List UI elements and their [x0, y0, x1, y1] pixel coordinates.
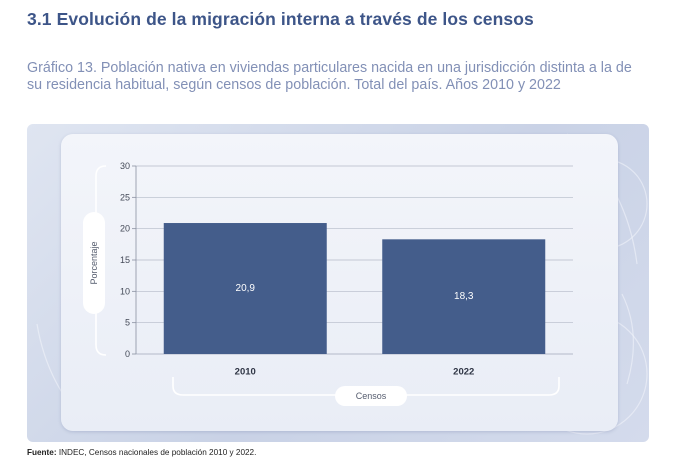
- source-text: INDEC, Censos nacionales de población 20…: [56, 448, 257, 457]
- y-tick-label: 25: [120, 192, 130, 202]
- source-note: Fuente: INDEC, Censos nacionales de pobl…: [27, 448, 256, 457]
- y-tick-label: 5: [125, 318, 130, 328]
- bar: [163, 223, 327, 354]
- data-label: 18,3: [454, 291, 474, 302]
- y-axis-bracket: Porcentaje: [83, 165, 107, 356]
- bar: [382, 239, 546, 354]
- y-tick-label: 10: [120, 286, 130, 296]
- y-axis-label: Porcentaje: [89, 241, 99, 284]
- y-tick-label: 15: [120, 255, 130, 265]
- y-tick-label: 0: [125, 349, 130, 359]
- x-axis-label: Censos: [356, 391, 387, 401]
- x-tick-labels: 2010 2022: [235, 367, 475, 378]
- section-title: 3.1 Evolución de la migración interna a …: [27, 9, 534, 29]
- graph-title: Gráfico 13. Población nativa en vivienda…: [27, 60, 632, 93]
- y-tick-label: 20: [120, 224, 130, 234]
- source-label: Fuente:: [27, 448, 57, 457]
- data-label: 20,9: [236, 283, 256, 294]
- y-tick-labels: 0 5 10 15 20 25 30: [120, 161, 130, 359]
- y-tick-label: 30: [120, 161, 130, 171]
- x-tick-label: 2010: [235, 367, 256, 378]
- x-tick-label: 2022: [453, 367, 474, 378]
- x-axis-bracket: Censos: [172, 377, 560, 406]
- bars: 20,9 18,3: [163, 223, 546, 354]
